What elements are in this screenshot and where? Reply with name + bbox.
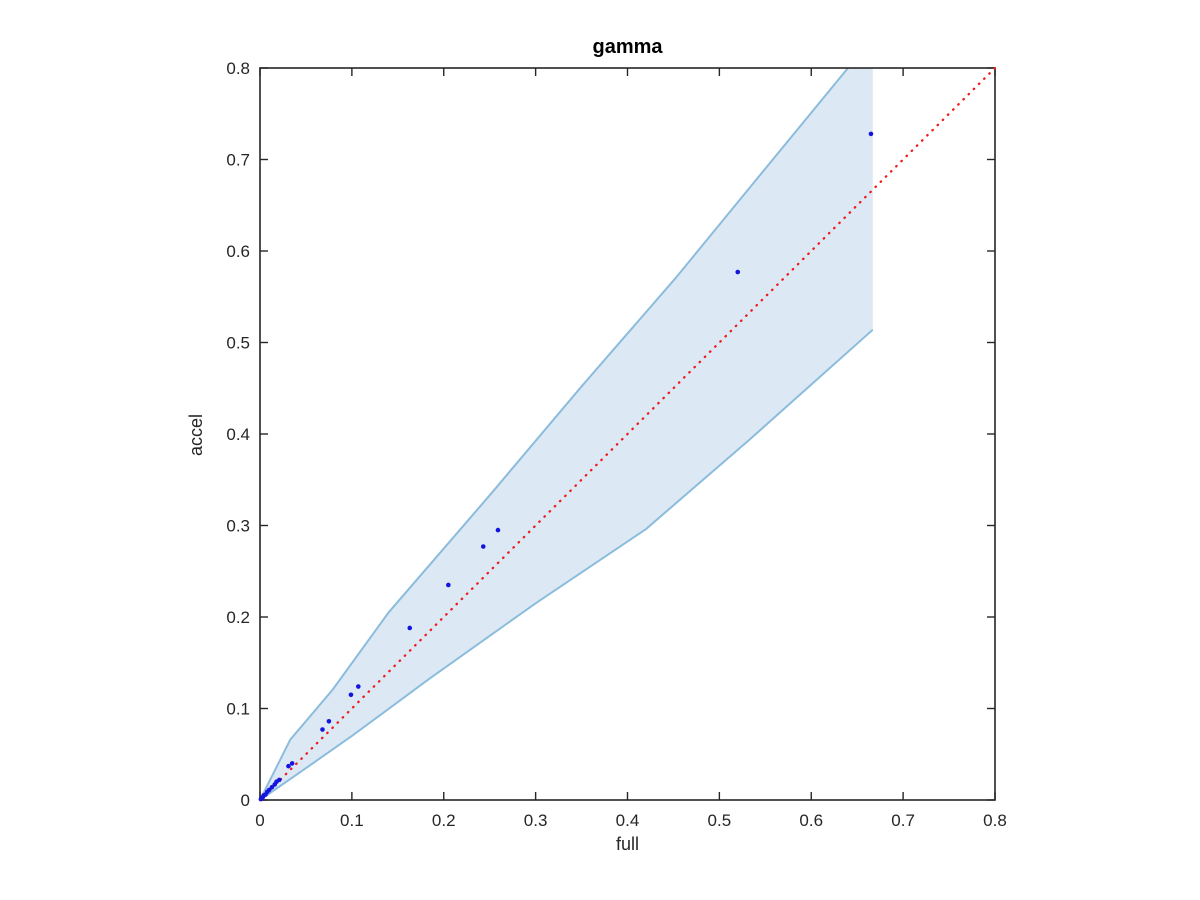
data-point	[868, 131, 874, 137]
data-point	[446, 582, 451, 588]
x-tick-label: 0.4	[616, 811, 640, 830]
y-tick-label: 0.8	[226, 59, 250, 78]
y-tick-label: 0.4	[226, 425, 250, 444]
data-point	[326, 719, 332, 724]
x-tick-label: 0.3	[524, 811, 548, 830]
y-axis-label: accel	[186, 413, 206, 457]
data-point	[348, 692, 354, 698]
data-point	[289, 761, 295, 766]
y-tick-label: 0.2	[226, 608, 250, 627]
data-point	[407, 625, 413, 631]
chart-title: gamma	[592, 36, 663, 58]
confidence-band-fill	[260, 68, 873, 800]
x-tick-label: 0.1	[340, 811, 364, 830]
data-point	[480, 544, 486, 549]
y-tick-label: 0.6	[226, 242, 250, 261]
x-tick-label: 0.6	[799, 811, 823, 830]
y-tick-label: 0	[241, 791, 250, 810]
x-tick-label: 0.5	[708, 811, 732, 830]
confidence-band-lower-edge	[259, 328, 874, 801]
data-point	[495, 527, 501, 533]
x-axis-label: full	[615, 834, 639, 854]
identity-line	[258, 66, 997, 802]
confidence-band-upper-edge	[259, 67, 849, 801]
x-tick-label: 0.8	[983, 811, 1007, 830]
y-tick-label: 0.1	[226, 700, 250, 719]
y-tick-label: 0.3	[226, 517, 250, 536]
data-point	[356, 684, 361, 689]
data-point	[735, 269, 741, 275]
y-tick-label: 0.7	[226, 151, 250, 170]
data-point	[320, 727, 325, 732]
x-tick-label: 0.2	[432, 811, 456, 830]
y-tick-label: 0.5	[226, 334, 250, 353]
data-point	[286, 763, 291, 769]
data-point	[276, 777, 282, 783]
x-tick-label: 0.7	[891, 811, 915, 830]
x-tick-label: 0	[255, 811, 264, 830]
